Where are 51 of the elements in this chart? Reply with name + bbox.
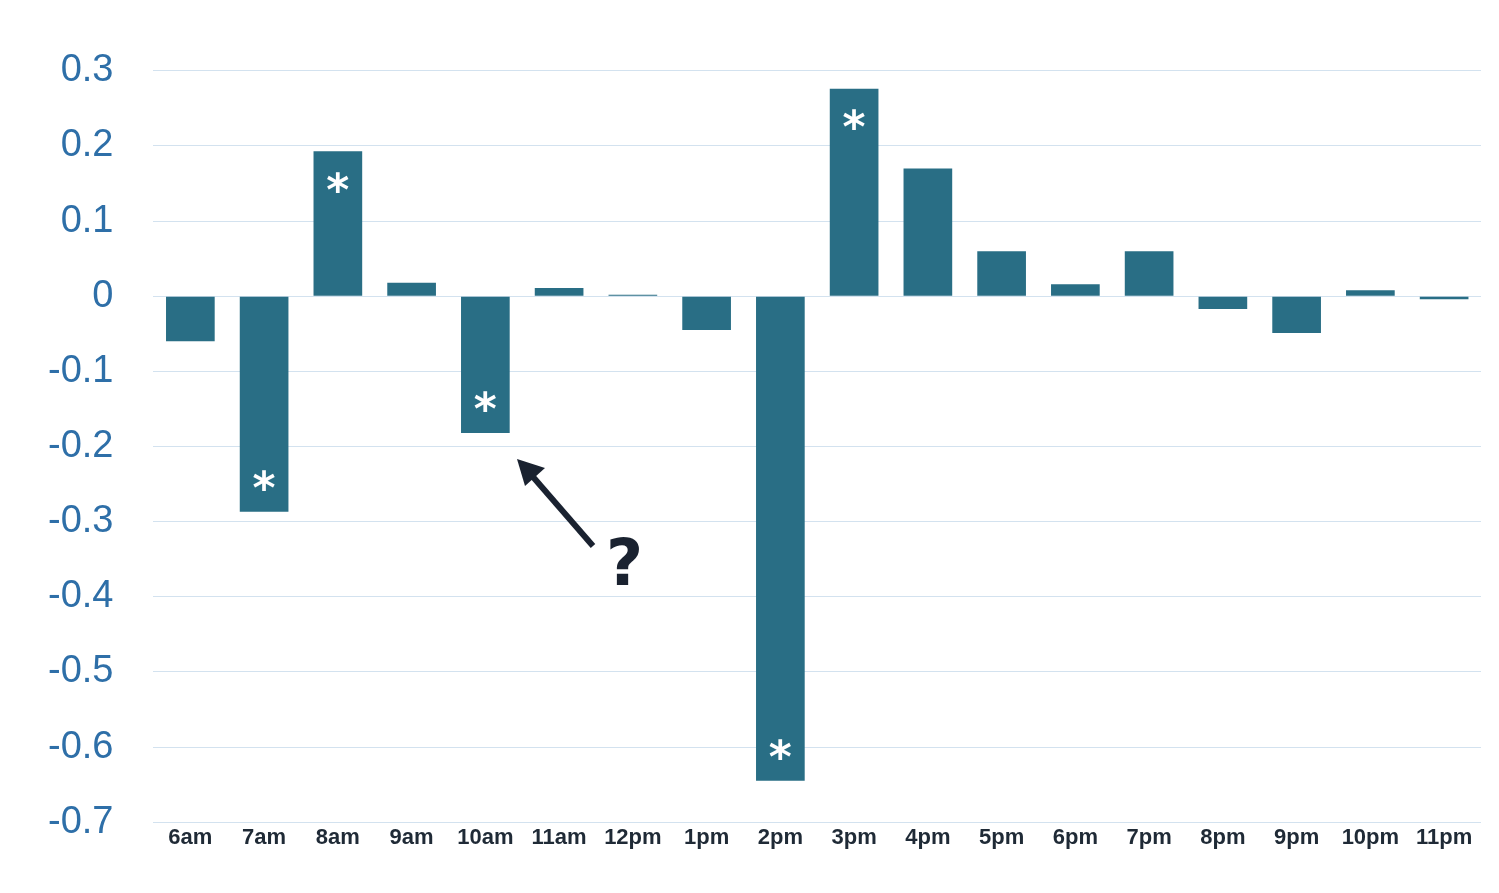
y-tick-label: -0.1 bbox=[48, 347, 114, 390]
bar bbox=[534, 287, 584, 296]
x-tick-label: 11am bbox=[531, 824, 587, 850]
x-tick-label: 10pm bbox=[1341, 824, 1400, 850]
x-tick-label: 3pm bbox=[831, 824, 877, 850]
y-tick-label: -0.6 bbox=[48, 723, 114, 766]
bar bbox=[1346, 290, 1395, 296]
y-tick-label: -0.2 bbox=[48, 422, 114, 465]
y-tick-label: 0 bbox=[92, 272, 114, 315]
bar bbox=[829, 88, 879, 296]
y-tick-label: -0.7 bbox=[48, 798, 114, 841]
bar bbox=[903, 168, 953, 296]
bar bbox=[313, 151, 363, 296]
annotation: * bbox=[768, 731, 792, 783]
annotation: * bbox=[252, 462, 276, 514]
bar bbox=[1051, 284, 1100, 296]
bar bbox=[239, 296, 289, 512]
x-tick-label: 11pm bbox=[1415, 824, 1473, 850]
x-tick-label: 8am bbox=[315, 824, 360, 850]
bar bbox=[756, 296, 805, 781]
annotation: * bbox=[473, 383, 497, 435]
x-tick-label: 9am bbox=[389, 824, 434, 850]
annotation: * bbox=[842, 101, 866, 153]
y-tick-label: -0.3 bbox=[48, 498, 114, 541]
bar bbox=[1198, 296, 1248, 309]
y-tick-label: -0.4 bbox=[48, 573, 114, 616]
bar bbox=[1272, 296, 1321, 334]
bar bbox=[1124, 251, 1174, 296]
y-tick-label: 0.2 bbox=[60, 122, 114, 165]
x-tick-label: 4pm bbox=[905, 824, 951, 850]
x-tick-label: 10am bbox=[457, 824, 514, 850]
bar bbox=[166, 296, 215, 342]
annotation: * bbox=[326, 163, 350, 215]
x-tick-label: 6pm bbox=[1052, 824, 1098, 850]
x-tick-label: 6am bbox=[168, 824, 213, 850]
bar bbox=[387, 282, 436, 296]
y-tick-label: 0.3 bbox=[60, 47, 114, 90]
x-tick-label: 1pm bbox=[683, 824, 730, 850]
x-tick-label: 5pm bbox=[978, 824, 1025, 850]
y-tick-label: 0.1 bbox=[60, 197, 114, 240]
annotation: ? bbox=[606, 525, 644, 602]
bar bbox=[682, 296, 731, 331]
x-tick-label: 12pm bbox=[604, 824, 662, 850]
x-tick-label: 9pm bbox=[1274, 824, 1320, 850]
x-tick-label: 7am bbox=[242, 824, 287, 850]
bar bbox=[977, 251, 1026, 296]
x-tick-label: 8pm bbox=[1200, 824, 1246, 850]
x-tick-label: 7pm bbox=[1126, 824, 1172, 850]
y-tick-label: -0.5 bbox=[48, 648, 114, 691]
x-tick-label: 2pm bbox=[757, 824, 803, 850]
bar bbox=[461, 296, 510, 433]
